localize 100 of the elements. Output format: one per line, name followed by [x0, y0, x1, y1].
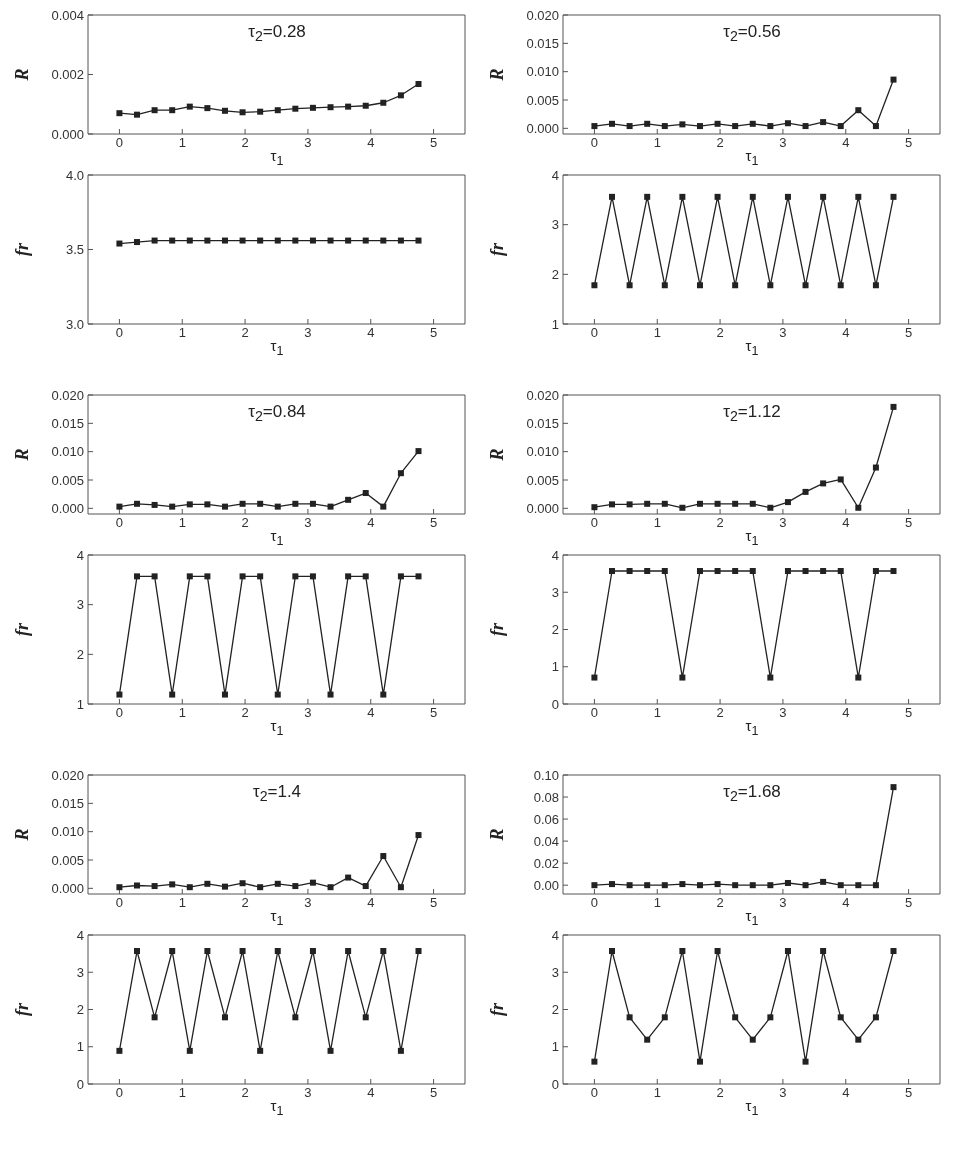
- x-tick-label: 1: [178, 895, 186, 911]
- x-tick-label: 1: [653, 135, 661, 151]
- y-tick-label: 3: [551, 964, 559, 980]
- point: [609, 120, 616, 127]
- point: [221, 107, 228, 114]
- y-tick-label: 0.010: [526, 64, 559, 80]
- y-tick-label: 0.015: [526, 35, 559, 51]
- y-tick-label: 0.005: [51, 472, 84, 488]
- x-tick-label: 2: [241, 895, 249, 911]
- point: [327, 503, 334, 510]
- point: [239, 109, 246, 116]
- x-tick-label: 4: [842, 515, 850, 531]
- y-axis-title: fr: [11, 242, 33, 256]
- point: [397, 92, 404, 99]
- x-tick-label: 2: [716, 895, 724, 911]
- x-tick-label: 5: [904, 515, 913, 531]
- point: [696, 500, 703, 507]
- point: [802, 123, 809, 130]
- point: [327, 884, 334, 891]
- point: [609, 881, 616, 888]
- x-tick-label: 0: [115, 705, 124, 721]
- point: [186, 103, 193, 110]
- point: [362, 1014, 369, 1021]
- point: [609, 501, 616, 508]
- point: [855, 107, 862, 114]
- text: τ$_{2}$=1.12: [722, 402, 782, 425]
- point: [204, 501, 211, 508]
- x-axis-title: τ$_{1}$: [745, 147, 759, 168]
- text: τ$_{2}$=1.4: [251, 782, 303, 805]
- point: [696, 123, 703, 130]
- point: [714, 881, 721, 888]
- x-axis-title: τ$_{1}$: [745, 1097, 759, 1118]
- point: [397, 470, 404, 477]
- point: [292, 1014, 299, 1021]
- point: [345, 948, 352, 955]
- point: [257, 500, 264, 507]
- x-tick-label: 4: [367, 1085, 375, 1101]
- x-tick-label: 2: [241, 1085, 249, 1101]
- y-tick-label: 4: [551, 927, 559, 943]
- point: [292, 105, 299, 112]
- y-tick-label: 3.0: [65, 316, 84, 332]
- point: [890, 784, 897, 791]
- point: [292, 500, 299, 507]
- point: [872, 464, 879, 471]
- y-tick-label: 0.000: [51, 126, 84, 142]
- y-tick-label: 4: [551, 167, 559, 183]
- y-axis-title: R: [11, 827, 33, 841]
- point: [221, 503, 228, 510]
- point: [116, 884, 123, 891]
- point: [309, 948, 316, 955]
- point: [362, 490, 369, 497]
- y-axis-title: fr: [486, 242, 508, 256]
- point: [151, 883, 158, 890]
- x-tick-label: 2: [716, 325, 724, 341]
- x-tick-label: 1: [653, 895, 661, 911]
- x-axis-title: τ$_{1}$: [745, 527, 759, 548]
- y-axis-title: R: [11, 447, 33, 461]
- y-tick-label: 0.005: [51, 852, 84, 868]
- point: [644, 120, 651, 127]
- point: [204, 105, 211, 112]
- y-axis-title: R: [11, 67, 33, 81]
- y-tick-label: 4.0: [65, 167, 84, 183]
- x-tick-label: 2: [241, 705, 249, 721]
- point: [169, 503, 176, 510]
- x-tick-label: 0: [590, 515, 599, 531]
- x-tick-label: 0: [115, 515, 124, 531]
- y-tick-label: 0.002: [51, 67, 84, 83]
- point: [872, 1014, 879, 1021]
- x-tick-label: 1: [653, 325, 661, 341]
- point: [732, 1014, 739, 1021]
- point: [626, 501, 633, 508]
- y-axis-title: R: [486, 827, 508, 841]
- x-tick-label: 1: [178, 1085, 186, 1101]
- point: [784, 120, 791, 127]
- x-axis-title: τ$_{1}$: [270, 1097, 284, 1118]
- x-tick-label: 3: [779, 135, 787, 151]
- point: [134, 111, 141, 118]
- x-tick-label: 0: [115, 895, 124, 911]
- text: τ$_{2}$=0.84: [247, 402, 307, 425]
- x-tick-label: 0: [115, 1085, 124, 1101]
- point: [626, 1014, 633, 1021]
- point: [397, 884, 404, 891]
- x-axis-title: τ$_{1}$: [270, 717, 284, 738]
- point: [134, 948, 141, 955]
- x-tick-label: 0: [115, 325, 124, 341]
- x-tick-label: 2: [716, 135, 724, 151]
- point: [696, 1058, 703, 1065]
- x-tick-label: 1: [178, 135, 186, 151]
- y-tick-label: 3: [551, 217, 559, 233]
- x-tick-label: 2: [716, 515, 724, 531]
- point: [644, 1036, 651, 1043]
- y-axis-title: fr: [486, 622, 508, 636]
- point: [661, 882, 668, 889]
- point: [327, 104, 334, 111]
- y-tick-label: 2: [76, 1002, 84, 1018]
- y-tick-label: 0.010: [526, 444, 559, 460]
- point: [186, 884, 193, 891]
- y-tick-label: 0.000: [51, 500, 84, 516]
- y-tick-label: 0.020: [526, 387, 559, 403]
- point: [415, 948, 422, 955]
